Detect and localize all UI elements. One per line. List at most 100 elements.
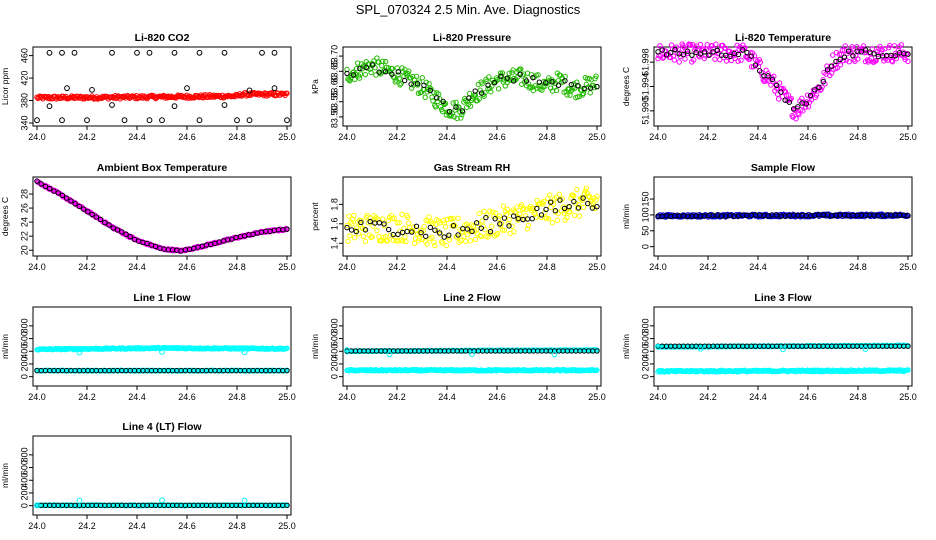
data-point (552, 208, 559, 214)
data-point (71, 49, 78, 56)
data-point (778, 85, 785, 92)
data-point (509, 70, 515, 76)
data-point (489, 223, 495, 229)
data-point (418, 227, 425, 234)
data-point (671, 57, 678, 63)
data-point (527, 84, 534, 90)
data-point (473, 220, 480, 226)
data-point (344, 224, 350, 231)
x-tick-label: 24.2 (388, 392, 406, 402)
data-point (807, 92, 814, 99)
data-point (369, 62, 376, 68)
y-tick-label: 200 (19, 485, 29, 500)
data-point (395, 231, 401, 238)
series-5s-base (344, 366, 600, 374)
data-point (564, 92, 570, 98)
data-point (713, 41, 719, 47)
series-avg (655, 212, 911, 220)
data-point (593, 197, 599, 203)
data-point (535, 72, 541, 78)
data-point (463, 238, 469, 245)
data-point (529, 84, 536, 90)
data-point (451, 222, 457, 228)
data-point (127, 233, 133, 240)
data-point (246, 87, 253, 94)
data-point (433, 104, 439, 110)
data-point (444, 216, 451, 223)
data-point (524, 226, 531, 232)
x-tick-label: 24.8 (849, 132, 867, 142)
y-tick-label: 150 (640, 192, 650, 207)
data-point (438, 239, 445, 245)
data-point (538, 212, 545, 218)
data-point (752, 62, 759, 68)
x-tick-label: 25.0 (278, 132, 296, 142)
data-point (858, 49, 865, 55)
data-point (431, 239, 437, 246)
series-spikes (344, 347, 558, 358)
data-point (780, 346, 786, 353)
data-point (873, 57, 879, 64)
data-point (547, 204, 554, 211)
data-point (572, 212, 578, 219)
data-point (382, 69, 389, 75)
data-point (517, 71, 523, 78)
data-point (284, 90, 290, 96)
data-point (756, 56, 763, 63)
data-point (443, 242, 450, 249)
data-point (391, 215, 397, 222)
x-tick-label: 25.0 (278, 262, 296, 272)
data-point (554, 217, 561, 224)
y-axis-label: ml/min (0, 334, 10, 359)
data-point (405, 214, 411, 221)
data-point (347, 78, 353, 84)
data-point (394, 219, 400, 226)
y-tick-label: 26 (19, 203, 29, 213)
data-point (414, 81, 421, 87)
data-point (353, 228, 359, 235)
data-point (350, 216, 356, 222)
data-point (389, 65, 396, 72)
data-point (495, 215, 502, 222)
data-point (530, 74, 536, 81)
x-tick-label: 24.2 (78, 392, 96, 402)
data-point (748, 53, 754, 59)
y-tick-label: 600 (19, 331, 29, 346)
data-point (429, 234, 435, 241)
y-tick-label: 600 (19, 460, 29, 475)
series-5s-base (655, 367, 911, 375)
data-point (234, 117, 240, 124)
data-point (871, 367, 877, 373)
data-point (271, 85, 278, 92)
series-5s (344, 185, 600, 249)
data-point (358, 219, 364, 226)
data-point (812, 87, 818, 93)
data-point (430, 220, 436, 227)
data-point (413, 223, 420, 230)
data-point (453, 99, 459, 106)
data-point (498, 73, 504, 80)
y-tick-label: 0 (19, 374, 29, 379)
data-point (706, 52, 712, 58)
data-point (878, 50, 884, 56)
data-point (402, 234, 408, 240)
data-point (408, 81, 414, 87)
y-tick-label: 83.60 (329, 75, 339, 98)
data-point (458, 115, 464, 121)
data-point (436, 230, 443, 236)
series-5s-line (34, 344, 290, 353)
data-point (34, 178, 40, 184)
y-axis-label: percent (310, 202, 320, 231)
data-point (824, 67, 831, 73)
data-point (773, 82, 780, 89)
x-tick-label: 24.2 (699, 392, 717, 402)
data-point (271, 49, 278, 56)
data-point (548, 199, 554, 205)
chart-title: Line 3 Flow (754, 292, 812, 304)
data-point (701, 55, 708, 62)
data-point (476, 210, 482, 217)
data-point (89, 86, 95, 93)
data-point (469, 228, 475, 235)
x-tick-label: 24.8 (538, 262, 556, 272)
series-avg (344, 348, 600, 354)
